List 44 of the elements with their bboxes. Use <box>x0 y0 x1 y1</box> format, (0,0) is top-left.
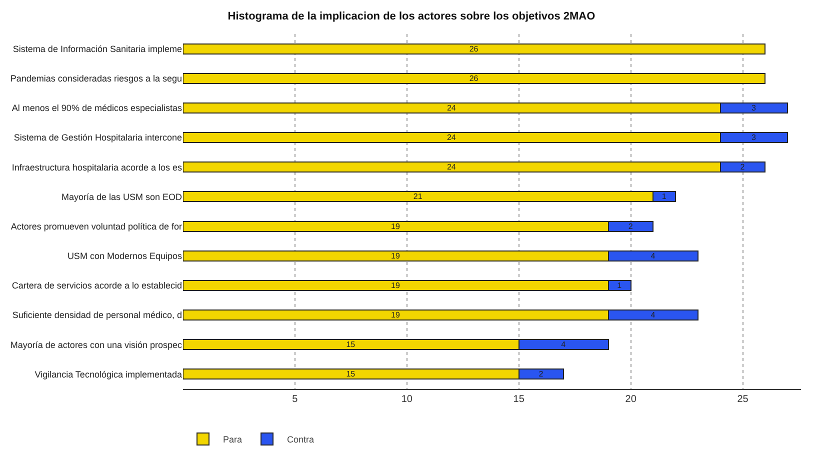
x-tick-label: 10 <box>401 394 413 405</box>
bar <box>183 43 766 54</box>
data-label: 24 <box>446 162 456 172</box>
x-tick-label: 15 <box>513 394 525 405</box>
chart-title: Histograma de la implicacion de los actores sobre los objetivos 2MAO <box>228 10 596 22</box>
y-tick-label: Suficiente densidad de personal médico, d <box>12 310 182 320</box>
data-label: 3 <box>751 103 756 112</box>
y-tick-label: Mayoría de las USM son EOD <box>61 192 182 202</box>
data-label: 15 <box>346 340 356 350</box>
y-tick-label: Vigilancia Tecnológica implementada <box>34 369 182 380</box>
data-label: 3 <box>751 133 756 142</box>
data-label: 4 <box>650 251 656 260</box>
x-tick-label: 20 <box>625 394 637 405</box>
data-label: 26 <box>469 44 479 54</box>
x-tick-label: 25 <box>737 394 749 405</box>
y-tick-label: Mayoría de actores con una visión prospec <box>10 340 182 350</box>
data-label: 21 <box>413 192 423 202</box>
data-label: 2 <box>628 222 634 231</box>
legend-label: Para <box>223 434 242 445</box>
data-label: 1 <box>617 280 622 290</box>
y-tick-label: USM con Modernos Equipos <box>67 251 182 262</box>
data-label: 19 <box>390 251 400 260</box>
bar <box>183 72 766 84</box>
y-tick-label: Pandemias consideradas riesgos a la segu <box>10 74 182 84</box>
legend-label: Contra <box>287 434 314 445</box>
y-tick-label: Infraestructura hospitalaria acorde a los es <box>12 162 182 172</box>
data-label: 4 <box>561 340 566 350</box>
data-label: 19 <box>390 280 400 290</box>
data-label: 1 <box>662 192 667 202</box>
data-label: 2 <box>740 162 746 172</box>
data-label: 24 <box>446 133 456 142</box>
data-label: 26 <box>469 74 479 83</box>
data-label: 19 <box>390 310 400 320</box>
data-label: 15 <box>346 370 356 379</box>
y-tick-label: Actores promueven voluntad política de for <box>10 221 182 232</box>
y-tick-label: Al menos el 90% de médicos especialistas <box>12 103 182 114</box>
data-label: 24 <box>446 103 456 112</box>
y-tick-label: Sistema de Gestión Hospitalaria intercone <box>14 132 182 143</box>
y-tick-label: Sistema de Información Sanitaria impleme <box>12 44 182 54</box>
data-label: 2 <box>538 370 544 379</box>
data-label: 4 <box>650 310 656 320</box>
x-tick-label: 5 <box>292 394 298 405</box>
y-tick-label: Cartera de servicios acorde a lo establecid <box>12 280 182 291</box>
data-label: 19 <box>390 222 400 231</box>
